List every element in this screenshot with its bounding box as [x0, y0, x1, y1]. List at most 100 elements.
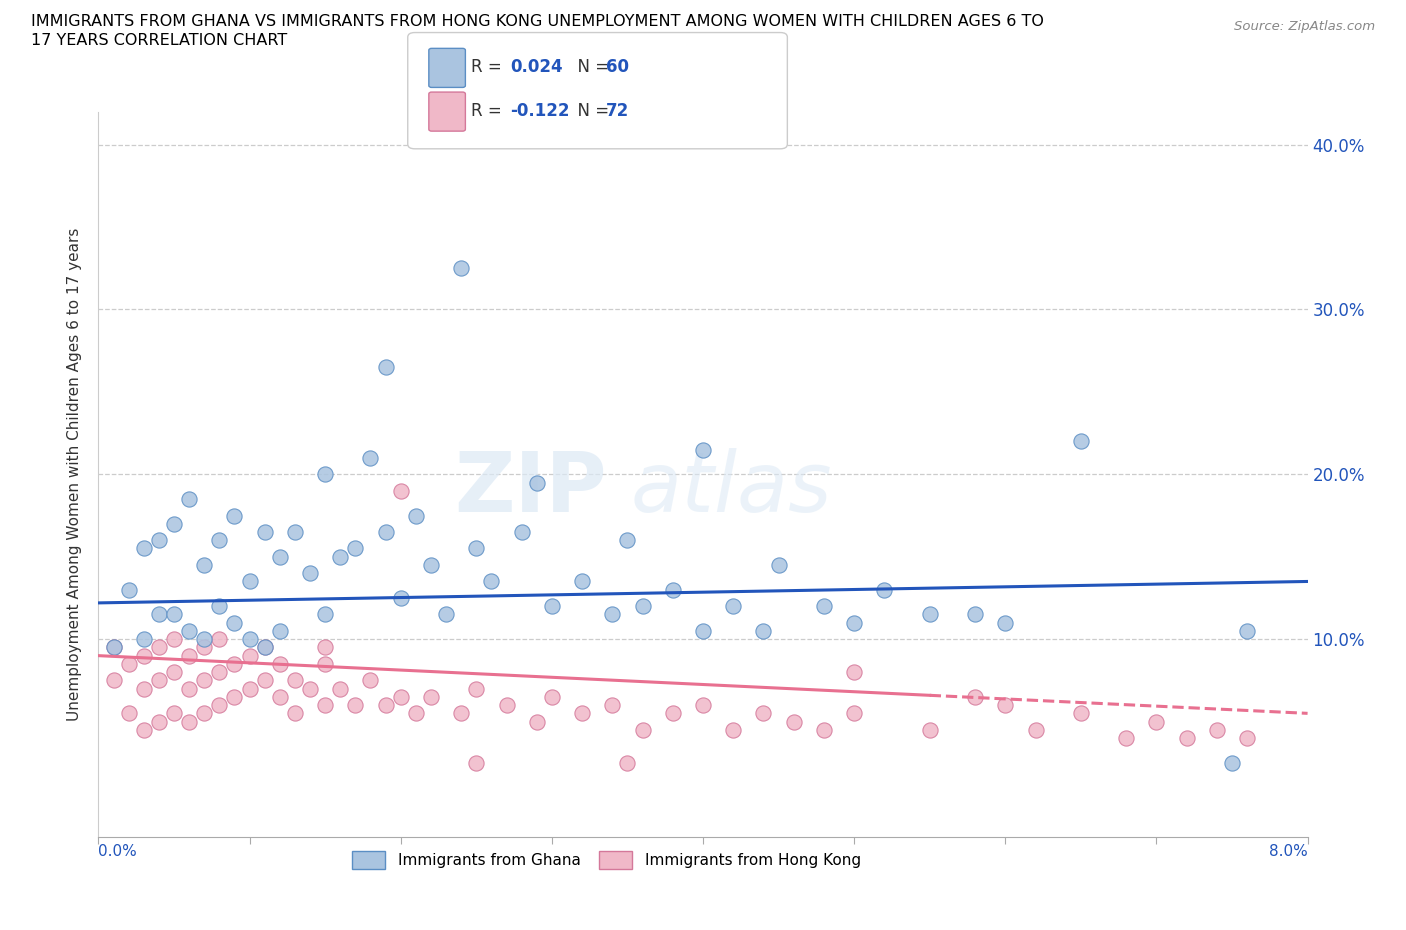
Point	[602, 698, 624, 712]
Point	[692, 623, 714, 638]
Point	[103, 640, 125, 655]
Point	[132, 541, 155, 556]
Point	[360, 673, 382, 688]
Text: IMMIGRANTS FROM GHANA VS IMMIGRANTS FROM HONG KONG UNEMPLOYMENT AMONG WOMEN WITH: IMMIGRANTS FROM GHANA VS IMMIGRANTS FROM…	[31, 14, 1043, 29]
Point	[118, 582, 141, 597]
Point	[873, 582, 896, 597]
Text: 60: 60	[606, 58, 628, 76]
Point	[723, 723, 745, 737]
Point	[616, 533, 638, 548]
Point	[571, 706, 593, 721]
Point	[752, 623, 775, 638]
Point	[284, 673, 307, 688]
Point	[526, 714, 548, 729]
Point	[208, 533, 231, 548]
Point	[631, 599, 654, 614]
Point	[239, 681, 262, 696]
Point	[239, 648, 262, 663]
Point	[420, 689, 443, 704]
Text: atlas: atlas	[630, 448, 832, 529]
Point	[179, 681, 201, 696]
Point	[1175, 731, 1198, 746]
Point	[994, 698, 1017, 712]
Point	[329, 681, 352, 696]
Point	[239, 574, 262, 589]
Point	[253, 525, 276, 539]
Point	[179, 714, 201, 729]
Point	[510, 525, 533, 539]
Point	[813, 599, 835, 614]
Point	[314, 657, 336, 671]
Legend: Immigrants from Ghana, Immigrants from Hong Kong: Immigrants from Ghana, Immigrants from H…	[344, 844, 869, 876]
Point	[208, 698, 231, 712]
Point	[918, 723, 941, 737]
Point	[253, 640, 276, 655]
Point	[132, 631, 155, 646]
Point	[208, 665, 231, 680]
Point	[374, 698, 396, 712]
Point	[465, 681, 488, 696]
Point	[1236, 731, 1258, 746]
Point	[783, 714, 806, 729]
Point	[239, 631, 262, 646]
Point	[1070, 434, 1092, 449]
Point	[148, 714, 170, 729]
Point	[374, 525, 396, 539]
Point	[344, 541, 367, 556]
Point	[193, 640, 215, 655]
Point	[208, 599, 231, 614]
Point	[163, 665, 186, 680]
Point	[1206, 723, 1229, 737]
Point	[269, 689, 291, 704]
Point	[389, 689, 412, 704]
Point	[540, 689, 562, 704]
Point	[661, 706, 683, 721]
Point	[193, 673, 215, 688]
Point	[163, 607, 186, 622]
Point	[224, 616, 246, 631]
Point	[193, 631, 215, 646]
Text: R =: R =	[471, 58, 508, 76]
Point	[994, 616, 1017, 631]
Point	[540, 599, 562, 614]
Point	[179, 648, 201, 663]
Point	[405, 706, 427, 721]
Point	[389, 591, 412, 605]
Point	[253, 640, 276, 655]
Point	[163, 631, 186, 646]
Point	[602, 607, 624, 622]
Point	[571, 574, 593, 589]
Text: 72: 72	[606, 101, 630, 120]
Point	[224, 689, 246, 704]
Point	[284, 525, 307, 539]
Text: N =: N =	[567, 101, 614, 120]
Point	[132, 681, 155, 696]
Point	[526, 475, 548, 490]
Text: 0.0%: 0.0%	[98, 844, 138, 858]
Text: ZIP: ZIP	[454, 448, 606, 529]
Text: Source: ZipAtlas.com: Source: ZipAtlas.com	[1234, 20, 1375, 33]
Text: 8.0%: 8.0%	[1268, 844, 1308, 858]
Point	[389, 484, 412, 498]
Text: N =: N =	[567, 58, 614, 76]
Point	[692, 442, 714, 457]
Point	[752, 706, 775, 721]
Point	[844, 616, 866, 631]
Point	[405, 508, 427, 523]
Y-axis label: Unemployment Among Women with Children Ages 6 to 17 years: Unemployment Among Women with Children A…	[67, 228, 83, 721]
Point	[844, 706, 866, 721]
Point	[813, 723, 835, 737]
Point	[768, 558, 790, 573]
Text: R =: R =	[471, 101, 508, 120]
Point	[314, 467, 336, 482]
Point	[1070, 706, 1092, 721]
Point	[253, 673, 276, 688]
Text: 17 YEARS CORRELATION CHART: 17 YEARS CORRELATION CHART	[31, 33, 287, 47]
Point	[374, 360, 396, 375]
Point	[132, 648, 155, 663]
Point	[193, 558, 215, 573]
Point	[269, 550, 291, 565]
Point	[148, 533, 170, 548]
Point	[661, 582, 683, 597]
Text: 0.024: 0.024	[510, 58, 562, 76]
